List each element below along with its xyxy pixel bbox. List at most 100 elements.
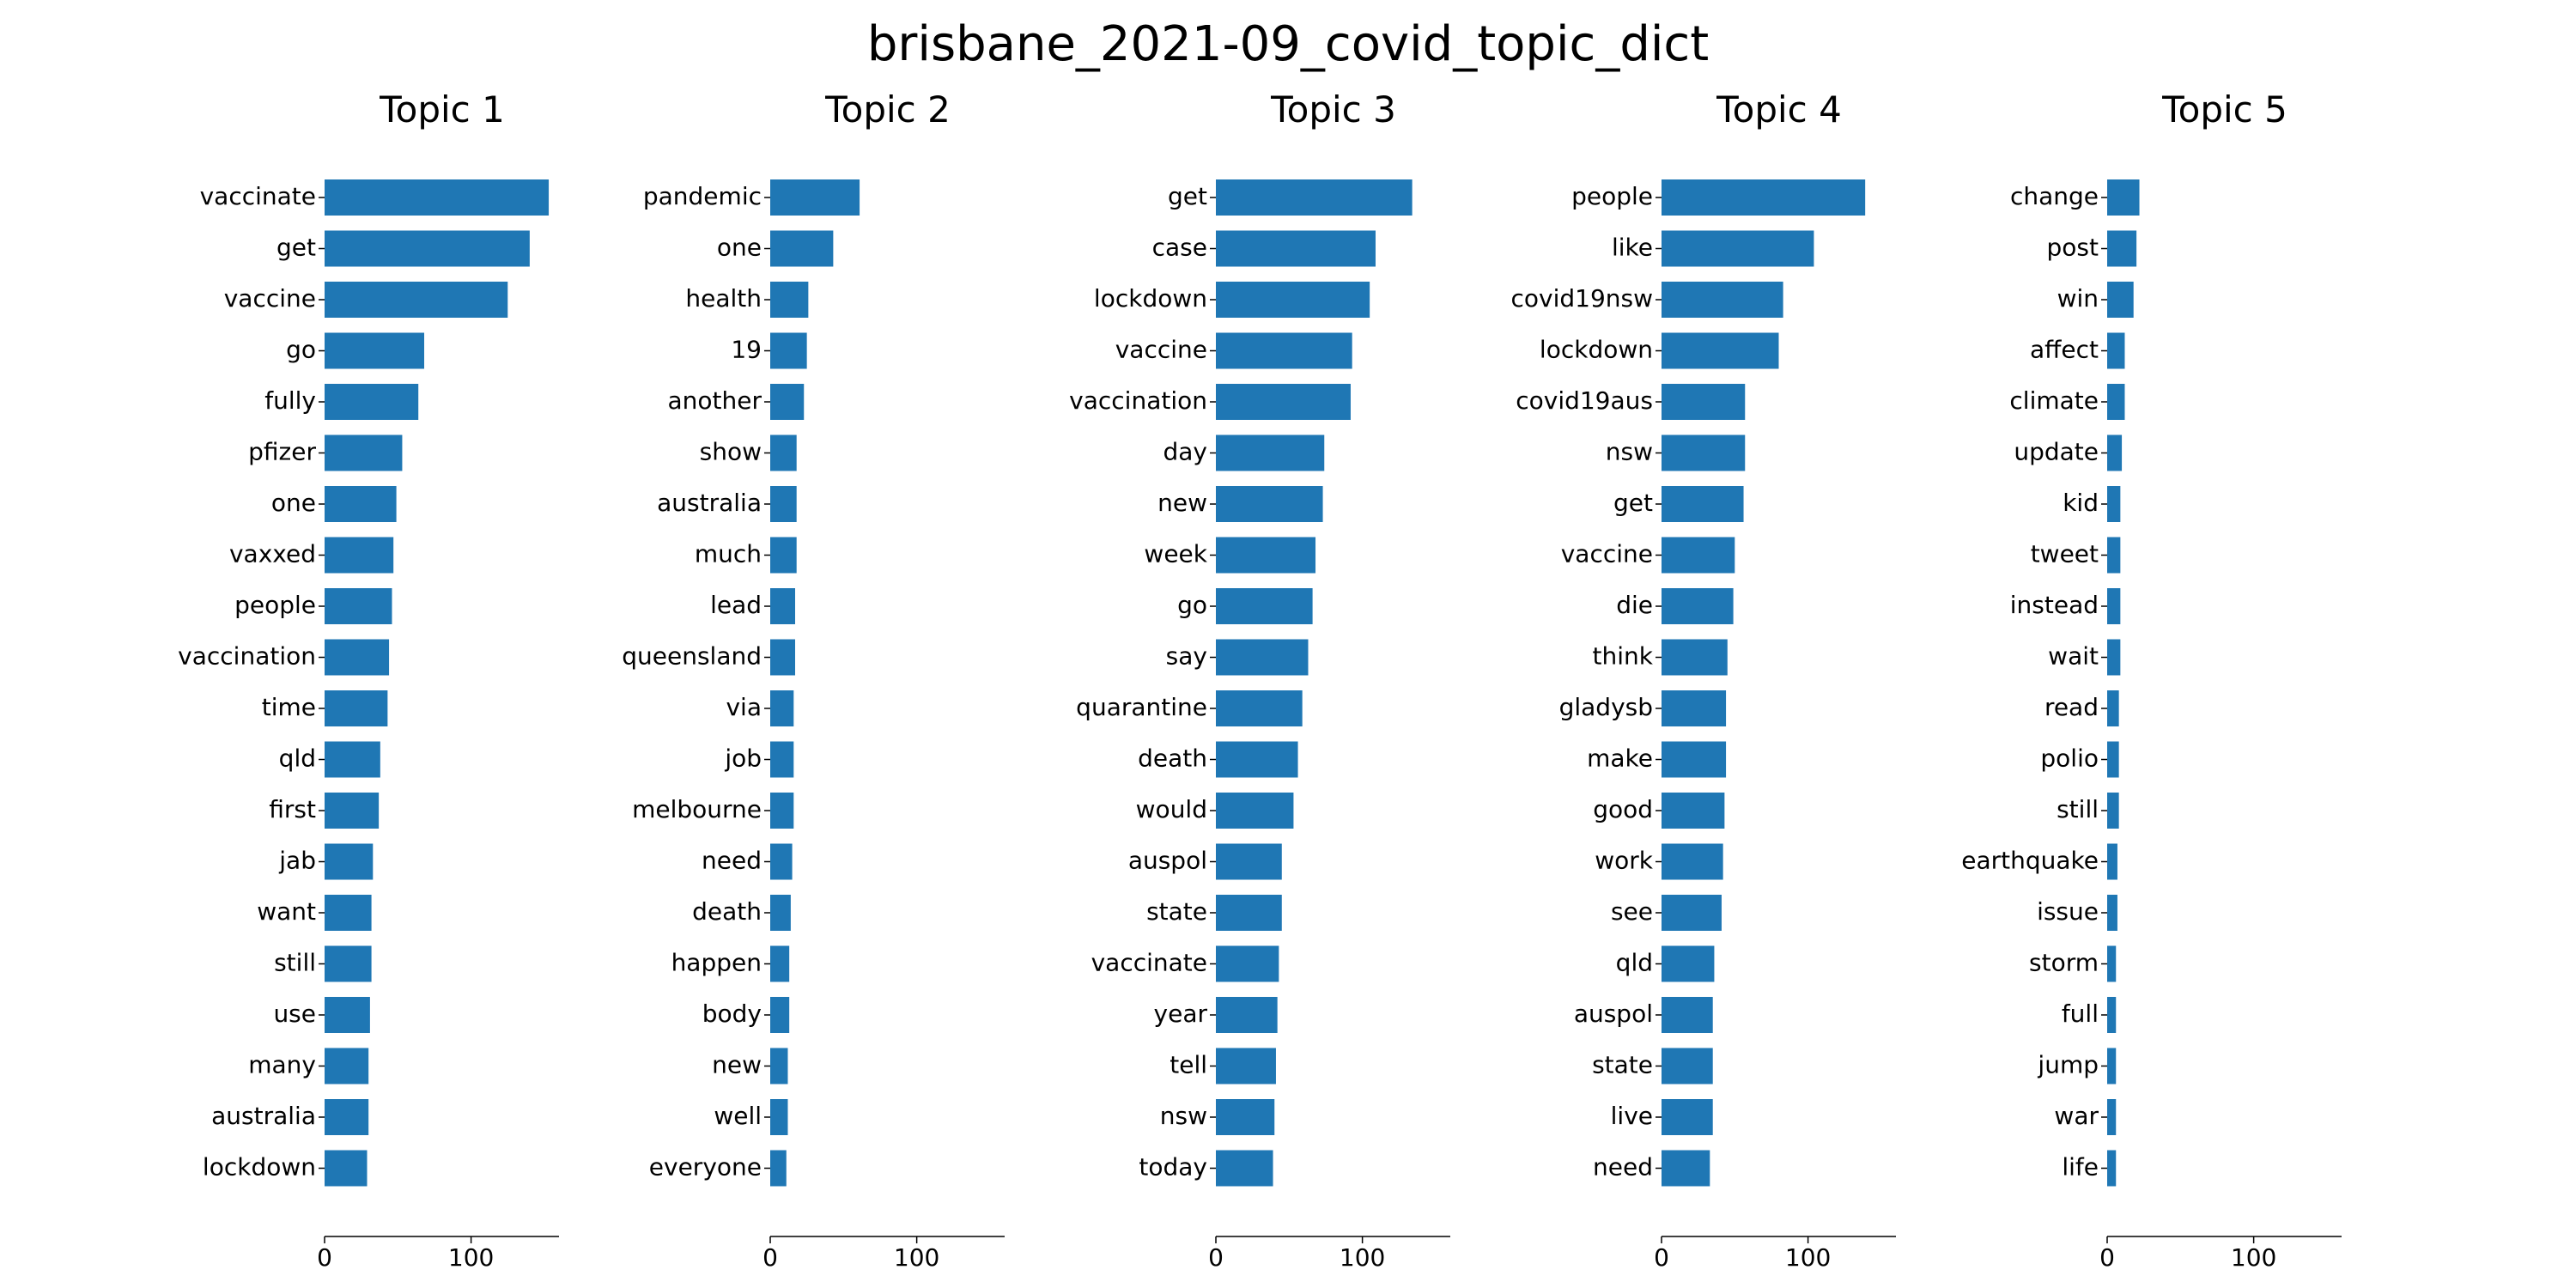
- bar: [770, 1150, 787, 1187]
- bar: [325, 230, 530, 267]
- category-label: today: [1139, 1153, 1207, 1182]
- category-label: like: [1612, 234, 1653, 262]
- bar: [2107, 793, 2119, 829]
- category-label: new: [712, 1051, 762, 1079]
- bar: [325, 1099, 369, 1135]
- bar: [770, 945, 790, 982]
- bar: [1662, 1099, 1713, 1135]
- bar: [2107, 486, 2121, 522]
- category-label: qld: [1616, 949, 1653, 977]
- bar: [1216, 639, 1309, 676]
- category-label: nsw: [1606, 438, 1653, 466]
- x-tick-label: 0: [1654, 1243, 1669, 1272]
- category-label: happen: [671, 949, 762, 977]
- category-label: live: [1611, 1102, 1653, 1130]
- category-label: need: [702, 847, 762, 875]
- category-label: win: [2057, 284, 2099, 313]
- bar: [2107, 179, 2140, 216]
- category-label: lockdown: [1540, 336, 1653, 364]
- category-label: issue: [2037, 897, 2099, 926]
- category-label: first: [269, 795, 316, 823]
- panel-title: Topic 4: [1716, 88, 1842, 131]
- bar: [770, 230, 834, 267]
- category-label: many: [248, 1051, 316, 1079]
- bar: [770, 793, 794, 829]
- x-tick-label: 100: [2231, 1243, 2276, 1272]
- category-label: update: [2014, 438, 2099, 466]
- category-label: would: [1136, 795, 1207, 823]
- category-label: year: [1154, 999, 1208, 1028]
- category-label: people: [1571, 182, 1653, 210]
- bar: [770, 690, 794, 726]
- bar: [325, 588, 392, 624]
- category-label: kid: [2063, 489, 2099, 517]
- bar: [2107, 741, 2119, 778]
- bar: [1662, 843, 1723, 880]
- bar: [1662, 588, 1734, 624]
- category-label: lockdown: [1094, 284, 1207, 313]
- bar: [770, 1048, 788, 1084]
- bar: [770, 588, 796, 624]
- bar: [325, 945, 372, 982]
- category-label: die: [1616, 591, 1653, 619]
- bar: [1662, 230, 1814, 267]
- bar: [770, 486, 797, 522]
- category-label: lockdown: [203, 1153, 316, 1182]
- category-label: job: [724, 744, 762, 773]
- category-label: australia: [211, 1102, 316, 1130]
- bar: [325, 997, 370, 1033]
- category-label: make: [1587, 744, 1653, 773]
- bar: [325, 179, 550, 216]
- bar: [1216, 282, 1370, 318]
- bar: [2107, 639, 2121, 676]
- category-label: auspol: [1574, 999, 1653, 1028]
- bar: [1662, 741, 1727, 778]
- category-label: death: [692, 897, 762, 926]
- bar: [1662, 486, 1744, 522]
- category-label: time: [262, 693, 316, 721]
- category-label: full: [2062, 999, 2099, 1028]
- category-label: use: [273, 999, 316, 1028]
- category-label: nsw: [1160, 1102, 1207, 1130]
- bar: [1216, 434, 1325, 471]
- x-tick-label: 100: [448, 1243, 494, 1272]
- bar: [1662, 690, 1727, 726]
- panel-title: Topic 2: [824, 88, 951, 131]
- bar: [1662, 997, 1713, 1033]
- bar: [1216, 945, 1279, 982]
- bar: [325, 793, 380, 829]
- category-label: instead: [2010, 591, 2099, 619]
- bar: [1216, 486, 1323, 522]
- bar: [325, 843, 374, 880]
- bar: [2107, 282, 2134, 318]
- bar: [1216, 997, 1278, 1033]
- bar: [2107, 690, 2119, 726]
- bar: [770, 537, 797, 574]
- category-label: vaccine: [224, 284, 316, 313]
- category-label: one: [271, 489, 316, 517]
- category-label: vaccinate: [200, 182, 316, 210]
- bar: [770, 1099, 788, 1135]
- category-label: melbourne: [632, 795, 762, 823]
- category-label: body: [702, 999, 762, 1028]
- bar: [1662, 895, 1722, 931]
- bar: [2107, 997, 2117, 1033]
- bar: [1216, 741, 1298, 778]
- x-tick-label: 0: [762, 1243, 778, 1272]
- panel-title: Topic 5: [2161, 88, 2287, 131]
- x-tick-label: 100: [1785, 1243, 1831, 1272]
- category-label: new: [1157, 489, 1207, 517]
- category-label: say: [1166, 642, 1207, 671]
- category-label: death: [1138, 744, 1207, 773]
- category-label: still: [2057, 795, 2099, 823]
- category-label: 19: [731, 336, 762, 364]
- bar: [1216, 895, 1282, 931]
- category-label: post: [2047, 234, 2099, 262]
- bar: [325, 741, 380, 778]
- bar: [1662, 384, 1746, 420]
- bar: [2107, 945, 2117, 982]
- bar: [2107, 895, 2117, 931]
- bar: [1662, 537, 1735, 574]
- category-label: go: [286, 336, 316, 364]
- bar: [2107, 384, 2125, 420]
